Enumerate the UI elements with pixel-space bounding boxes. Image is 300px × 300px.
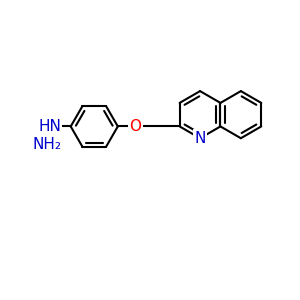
Text: O: O bbox=[130, 119, 142, 134]
Text: N: N bbox=[194, 131, 206, 146]
Text: HN: HN bbox=[38, 119, 61, 134]
Text: NH₂: NH₂ bbox=[33, 136, 62, 152]
